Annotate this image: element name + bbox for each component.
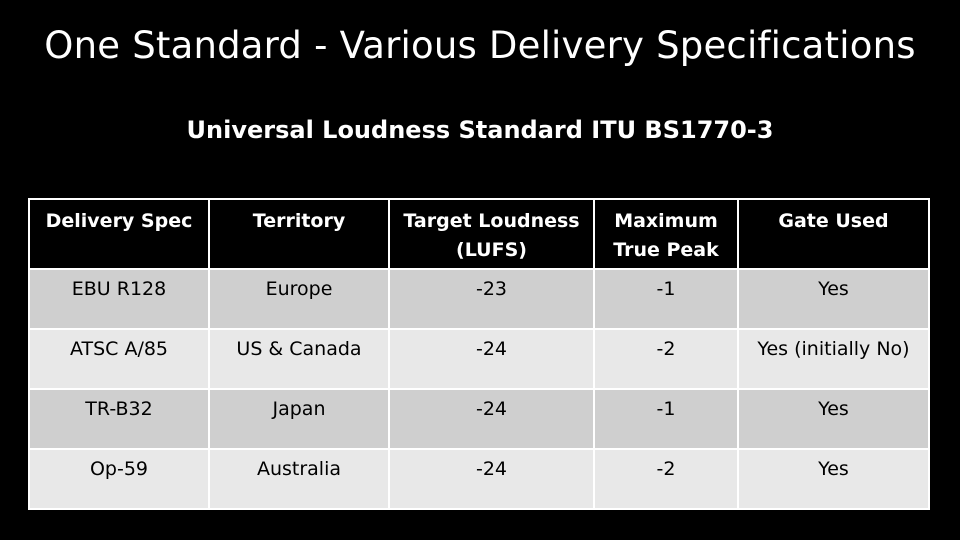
header-label: Delivery Spec <box>45 210 193 232</box>
cell-gate-used: Yes (initially No) <box>737 328 930 390</box>
header-label: Maximum <box>614 210 718 232</box>
cell-max-true-peak: -1 <box>593 268 739 330</box>
cell-target-loudness: -24 <box>388 388 595 450</box>
cell-territory: Australia <box>208 448 390 510</box>
header-label: Territory <box>252 210 346 232</box>
delivery-spec-table: Delivery Spec Territory Target Loudness … <box>28 198 930 510</box>
slide-title: One Standard - Various Delivery Specific… <box>44 24 916 67</box>
cell-max-true-peak: -2 <box>593 448 739 510</box>
cell-delivery-spec: ATSC A/85 <box>28 328 210 390</box>
cell-gate-used: Yes <box>737 448 930 510</box>
cell-gate-used: Yes <box>737 268 930 330</box>
header-target-loudness: Target Loudness (LUFS) <box>388 198 595 270</box>
cell-target-loudness: -24 <box>388 448 595 510</box>
cell-max-true-peak: -1 <box>593 388 739 450</box>
table-row: Op-59 Australia -24 -2 Yes <box>28 448 930 510</box>
header-label-line2: (LUFS) <box>456 239 527 261</box>
header-territory: Territory <box>208 198 390 270</box>
table-header-row: Delivery Spec Territory Target Loudness … <box>28 198 930 270</box>
header-delivery-spec: Delivery Spec <box>28 198 210 270</box>
cell-territory: Japan <box>208 388 390 450</box>
table-row: TR-B32 Japan -24 -1 Yes <box>28 388 930 450</box>
cell-territory: US & Canada <box>208 328 390 390</box>
cell-delivery-spec: TR-B32 <box>28 388 210 450</box>
cell-target-loudness: -24 <box>388 328 595 390</box>
cell-gate-used: Yes <box>737 388 930 450</box>
slide-subtitle: Universal Loudness Standard ITU BS1770-3 <box>186 116 774 144</box>
header-gate-used: Gate Used <box>737 198 930 270</box>
header-label-line2: True Peak <box>613 239 719 261</box>
header-maximum-true-peak: Maximum True Peak <box>593 198 739 270</box>
header-label: Gate Used <box>778 210 889 232</box>
table-row: ATSC A/85 US & Canada -24 -2 Yes (initia… <box>28 328 930 390</box>
table-row: EBU R128 Europe -23 -1 Yes <box>28 268 930 330</box>
cell-max-true-peak: -2 <box>593 328 739 390</box>
cell-delivery-spec: Op-59 <box>28 448 210 510</box>
cell-territory: Europe <box>208 268 390 330</box>
cell-delivery-spec: EBU R128 <box>28 268 210 330</box>
header-label: Target Loudness <box>403 210 580 232</box>
cell-target-loudness: -23 <box>388 268 595 330</box>
